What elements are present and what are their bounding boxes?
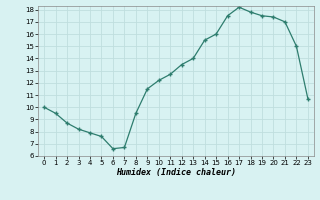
X-axis label: Humidex (Indice chaleur): Humidex (Indice chaleur) xyxy=(116,168,236,177)
